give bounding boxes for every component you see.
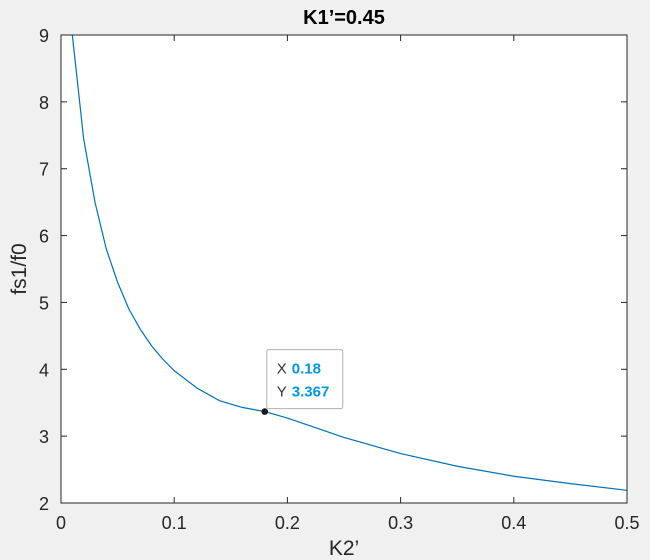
datatip-marker — [261, 408, 269, 415]
y-ticks: 2 3 4 5 6 7 8 9 — [39, 26, 627, 514]
y-tick-label: 9 — [39, 26, 49, 46]
x-tick-label: 0.4 — [501, 513, 526, 533]
plot-area — [61, 35, 627, 503]
x-tick-label: 0 — [56, 513, 66, 533]
x-axis-label: K2’ — [329, 537, 359, 560]
y-tick-label: 6 — [39, 227, 49, 247]
y-axis-label: fs1/f0 — [8, 243, 31, 294]
y-tick-label: 3 — [39, 427, 49, 447]
axes-box — [60, 34, 628, 504]
datatip-y-value: 3.367 — [292, 384, 330, 401]
x-tick-label: 0.1 — [162, 513, 187, 533]
y-tick-label: 2 — [39, 494, 49, 514]
x-tick-label: 0.3 — [388, 513, 413, 533]
datatip-x-key: X — [277, 361, 287, 378]
datatip[interactable]: X 0.18 Y 3.367 — [261, 349, 344, 415]
x-ticks: 0 0.1 0.2 0.3 0.4 0.5 — [56, 35, 640, 533]
y-tick-label: 8 — [39, 93, 49, 113]
y-tick-label: 7 — [39, 160, 49, 180]
series-line — [71, 34, 628, 491]
y-tick-label: 4 — [39, 360, 49, 380]
datatip-x-value: 0.18 — [292, 361, 321, 378]
x-tick-label: 0.2 — [275, 513, 300, 533]
x-tick-label: 0.5 — [614, 513, 639, 533]
y-tick-label: 5 — [39, 293, 49, 313]
chart-title: K1’=0.45 — [303, 7, 385, 29]
datatip-y-key: Y — [277, 384, 287, 401]
datatip-box — [266, 349, 344, 410]
